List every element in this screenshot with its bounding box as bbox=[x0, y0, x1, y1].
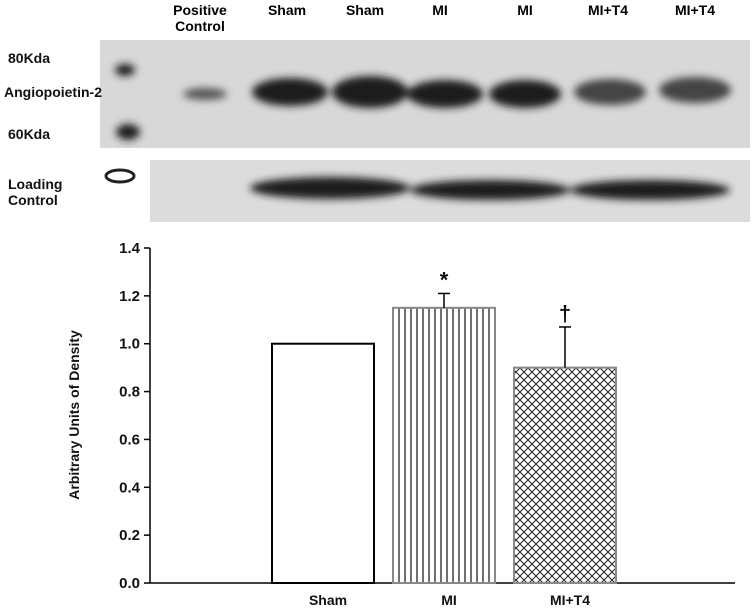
y-tick-label: 1.0 bbox=[119, 336, 140, 353]
band-label: Angiopoietin-2 bbox=[4, 84, 102, 100]
y-tick-label: 0.4 bbox=[119, 479, 141, 496]
bar bbox=[513, 366, 617, 584]
y-tick-label: 0.6 bbox=[119, 431, 140, 448]
lane-label: Positive Control bbox=[173, 2, 227, 34]
lane-label: MI+T4 bbox=[674, 2, 716, 18]
marker-label: 80Kda bbox=[8, 50, 51, 66]
x-tick-label: MI+T4 bbox=[550, 592, 590, 608]
loading-label: Loading Control bbox=[8, 176, 63, 208]
x-tick-label: MI bbox=[441, 592, 457, 608]
y-tick-label: 0.0 bbox=[119, 575, 140, 592]
significance-mark: * bbox=[440, 267, 449, 292]
bar bbox=[271, 342, 375, 585]
lane-label: Sham bbox=[345, 2, 385, 18]
lane-label: Sham bbox=[267, 2, 307, 18]
y-axis-label: Arbitrary Units of Density bbox=[66, 330, 82, 500]
lane-label: MI+T4 bbox=[587, 2, 629, 18]
lane-label: MI bbox=[432, 2, 448, 18]
y-tick-label: 1.2 bbox=[119, 288, 140, 305]
y-tick-label: 0.2 bbox=[119, 527, 140, 544]
bar bbox=[392, 306, 496, 584]
x-tick-label: Sham bbox=[309, 592, 347, 608]
y-tick-label: 1.4 bbox=[119, 240, 141, 257]
lane-label: MI bbox=[517, 2, 533, 18]
marker-label: 60Kda bbox=[8, 126, 51, 142]
y-tick-label: 0.8 bbox=[119, 384, 140, 401]
significance-mark: † bbox=[559, 301, 571, 326]
blot bbox=[100, 40, 750, 222]
